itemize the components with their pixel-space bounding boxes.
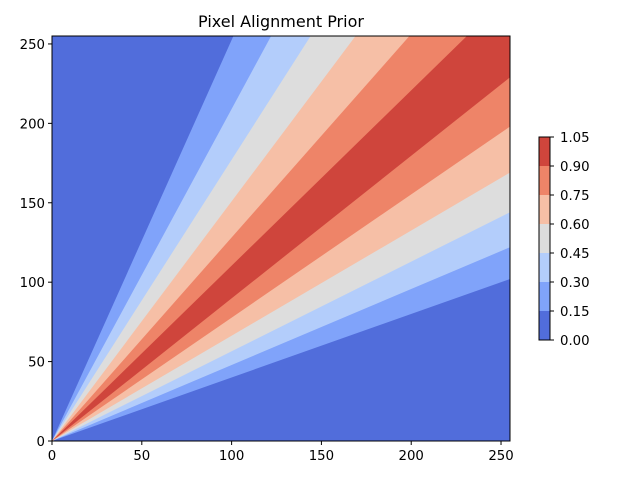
colorbar-segment (539, 224, 550, 253)
colorbar-frame (538, 136, 551, 341)
y-tick-label: 100 (20, 276, 45, 291)
x-tick-label: 250 (488, 449, 513, 464)
colorbar-tick-label: 0.00 (560, 334, 590, 349)
plot-area (51, 35, 511, 442)
x-tick-label: 50 (133, 449, 150, 464)
colorbar-segment (539, 166, 550, 195)
colorbar-segment (539, 195, 550, 224)
chart-title: Pixel Alignment Prior (198, 12, 364, 31)
colorbar-segment (539, 253, 550, 282)
colorbar-tick-label: 1.05 (560, 131, 590, 146)
contour-band-6 (52, 36, 510, 441)
x-tick-label: 0 (48, 449, 56, 464)
colorbar-tick-label: 0.45 (560, 247, 590, 262)
colorbar-tick-label: 0.30 (560, 276, 590, 291)
colorbar: 0.00 0.15 0.30 0.45 0.60 0.75 0.90 1.05 (538, 131, 590, 349)
x-axis: 0 50 100 150 200 250 (48, 441, 514, 464)
colorbar-tick-label: 0.15 (560, 305, 590, 320)
colorbar-segment (539, 137, 550, 166)
colorbar-tick-label: 0.60 (560, 218, 590, 233)
y-tick-label: 250 (20, 38, 45, 53)
y-tick-label: 50 (28, 356, 45, 371)
x-tick-label: 200 (399, 449, 424, 464)
y-axis: 0 50 100 150 200 250 (20, 38, 52, 450)
y-tick-label: 200 (20, 117, 45, 132)
colorbar-tick-label: 0.75 (560, 189, 590, 204)
colorbar-segment (539, 311, 550, 340)
y-tick-label: 150 (20, 197, 45, 212)
colorbar-segment (539, 282, 550, 311)
plot-frame (51, 35, 511, 442)
colorbar-tick-label: 0.90 (560, 160, 590, 175)
y-tick-label: 0 (37, 435, 45, 450)
x-tick-label: 150 (309, 449, 334, 464)
x-tick-label: 100 (219, 449, 244, 464)
